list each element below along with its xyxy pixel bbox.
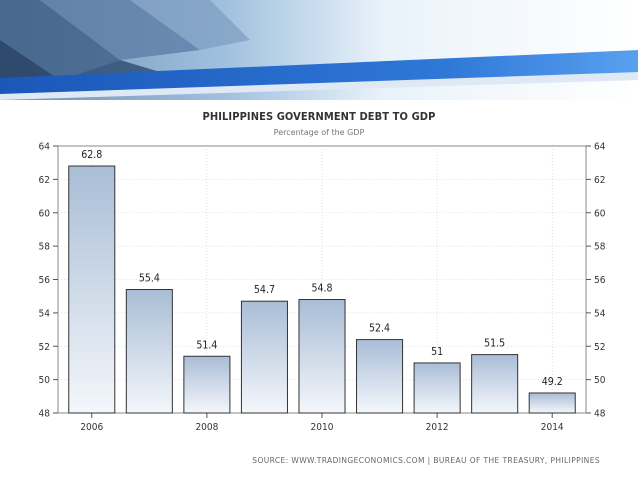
y-tick-label-left: 62 — [39, 175, 50, 186]
y-tick-label-right: 50 — [594, 375, 606, 386]
y-tick-label-left: 52 — [39, 342, 50, 353]
source-note: SOURCE: WWW.TRADINGECONOMICS.COM | BUREA… — [252, 456, 600, 465]
x-tick-label-2006: 2006 — [80, 422, 103, 433]
data-label-2009: 54.7 — [254, 284, 275, 296]
data-label-2008: 51.4 — [196, 339, 217, 351]
y-tick-label-left: 64 — [39, 142, 51, 153]
chart-title: PHILIPPINES GOVERNMENT DEBT TO GDP — [202, 110, 436, 123]
header-banner — [0, 0, 638, 100]
bar-2012 — [413, 362, 461, 414]
x-tick-label-2012: 2012 — [426, 422, 449, 433]
y-tick-label-right: 64 — [594, 142, 606, 153]
bar-2008 — [183, 355, 231, 414]
data-label-2010: 54.8 — [311, 283, 332, 295]
y-tick-label-right: 58 — [594, 242, 606, 253]
y-tick-label-left: 60 — [39, 208, 51, 219]
y-tick-label-right: 54 — [594, 308, 606, 319]
y-tick-label-left: 48 — [39, 409, 51, 420]
bar-2007 — [125, 289, 173, 414]
bar-2006 — [68, 165, 116, 414]
chart-subtitle: Percentage of the GDP — [273, 128, 365, 137]
data-label-2011: 52.4 — [369, 323, 390, 335]
data-label-2014: 49.2 — [542, 376, 563, 388]
data-label-2013: 51.5 — [484, 338, 505, 350]
bar-2011 — [356, 339, 404, 414]
data-label-2012: 51 — [431, 346, 443, 358]
y-tick-label-right: 62 — [594, 175, 605, 186]
bar-2009 — [240, 300, 288, 414]
y-tick-label-right: 48 — [594, 409, 606, 420]
data-label-2006: 62.8 — [81, 149, 102, 161]
y-tick-label-right: 60 — [594, 208, 606, 219]
y-tick-label-left: 56 — [39, 275, 51, 286]
y-tick-label-right: 52 — [594, 342, 605, 353]
y-tick-label-left: 50 — [39, 375, 51, 386]
data-label-2007: 55.4 — [139, 273, 160, 285]
y-tick-label-left: 58 — [39, 242, 51, 253]
bar-2010 — [298, 299, 346, 414]
x-tick-label-2014: 2014 — [541, 422, 564, 433]
x-tick-label-2010: 2010 — [311, 422, 334, 433]
y-tick-label-right: 56 — [594, 275, 606, 286]
y-tick-label-left: 54 — [39, 308, 51, 319]
x-tick-label-2008: 2008 — [195, 422, 218, 433]
bar-2014 — [528, 392, 576, 414]
bar-2013 — [471, 354, 519, 414]
banner-graphic — [0, 0, 638, 100]
